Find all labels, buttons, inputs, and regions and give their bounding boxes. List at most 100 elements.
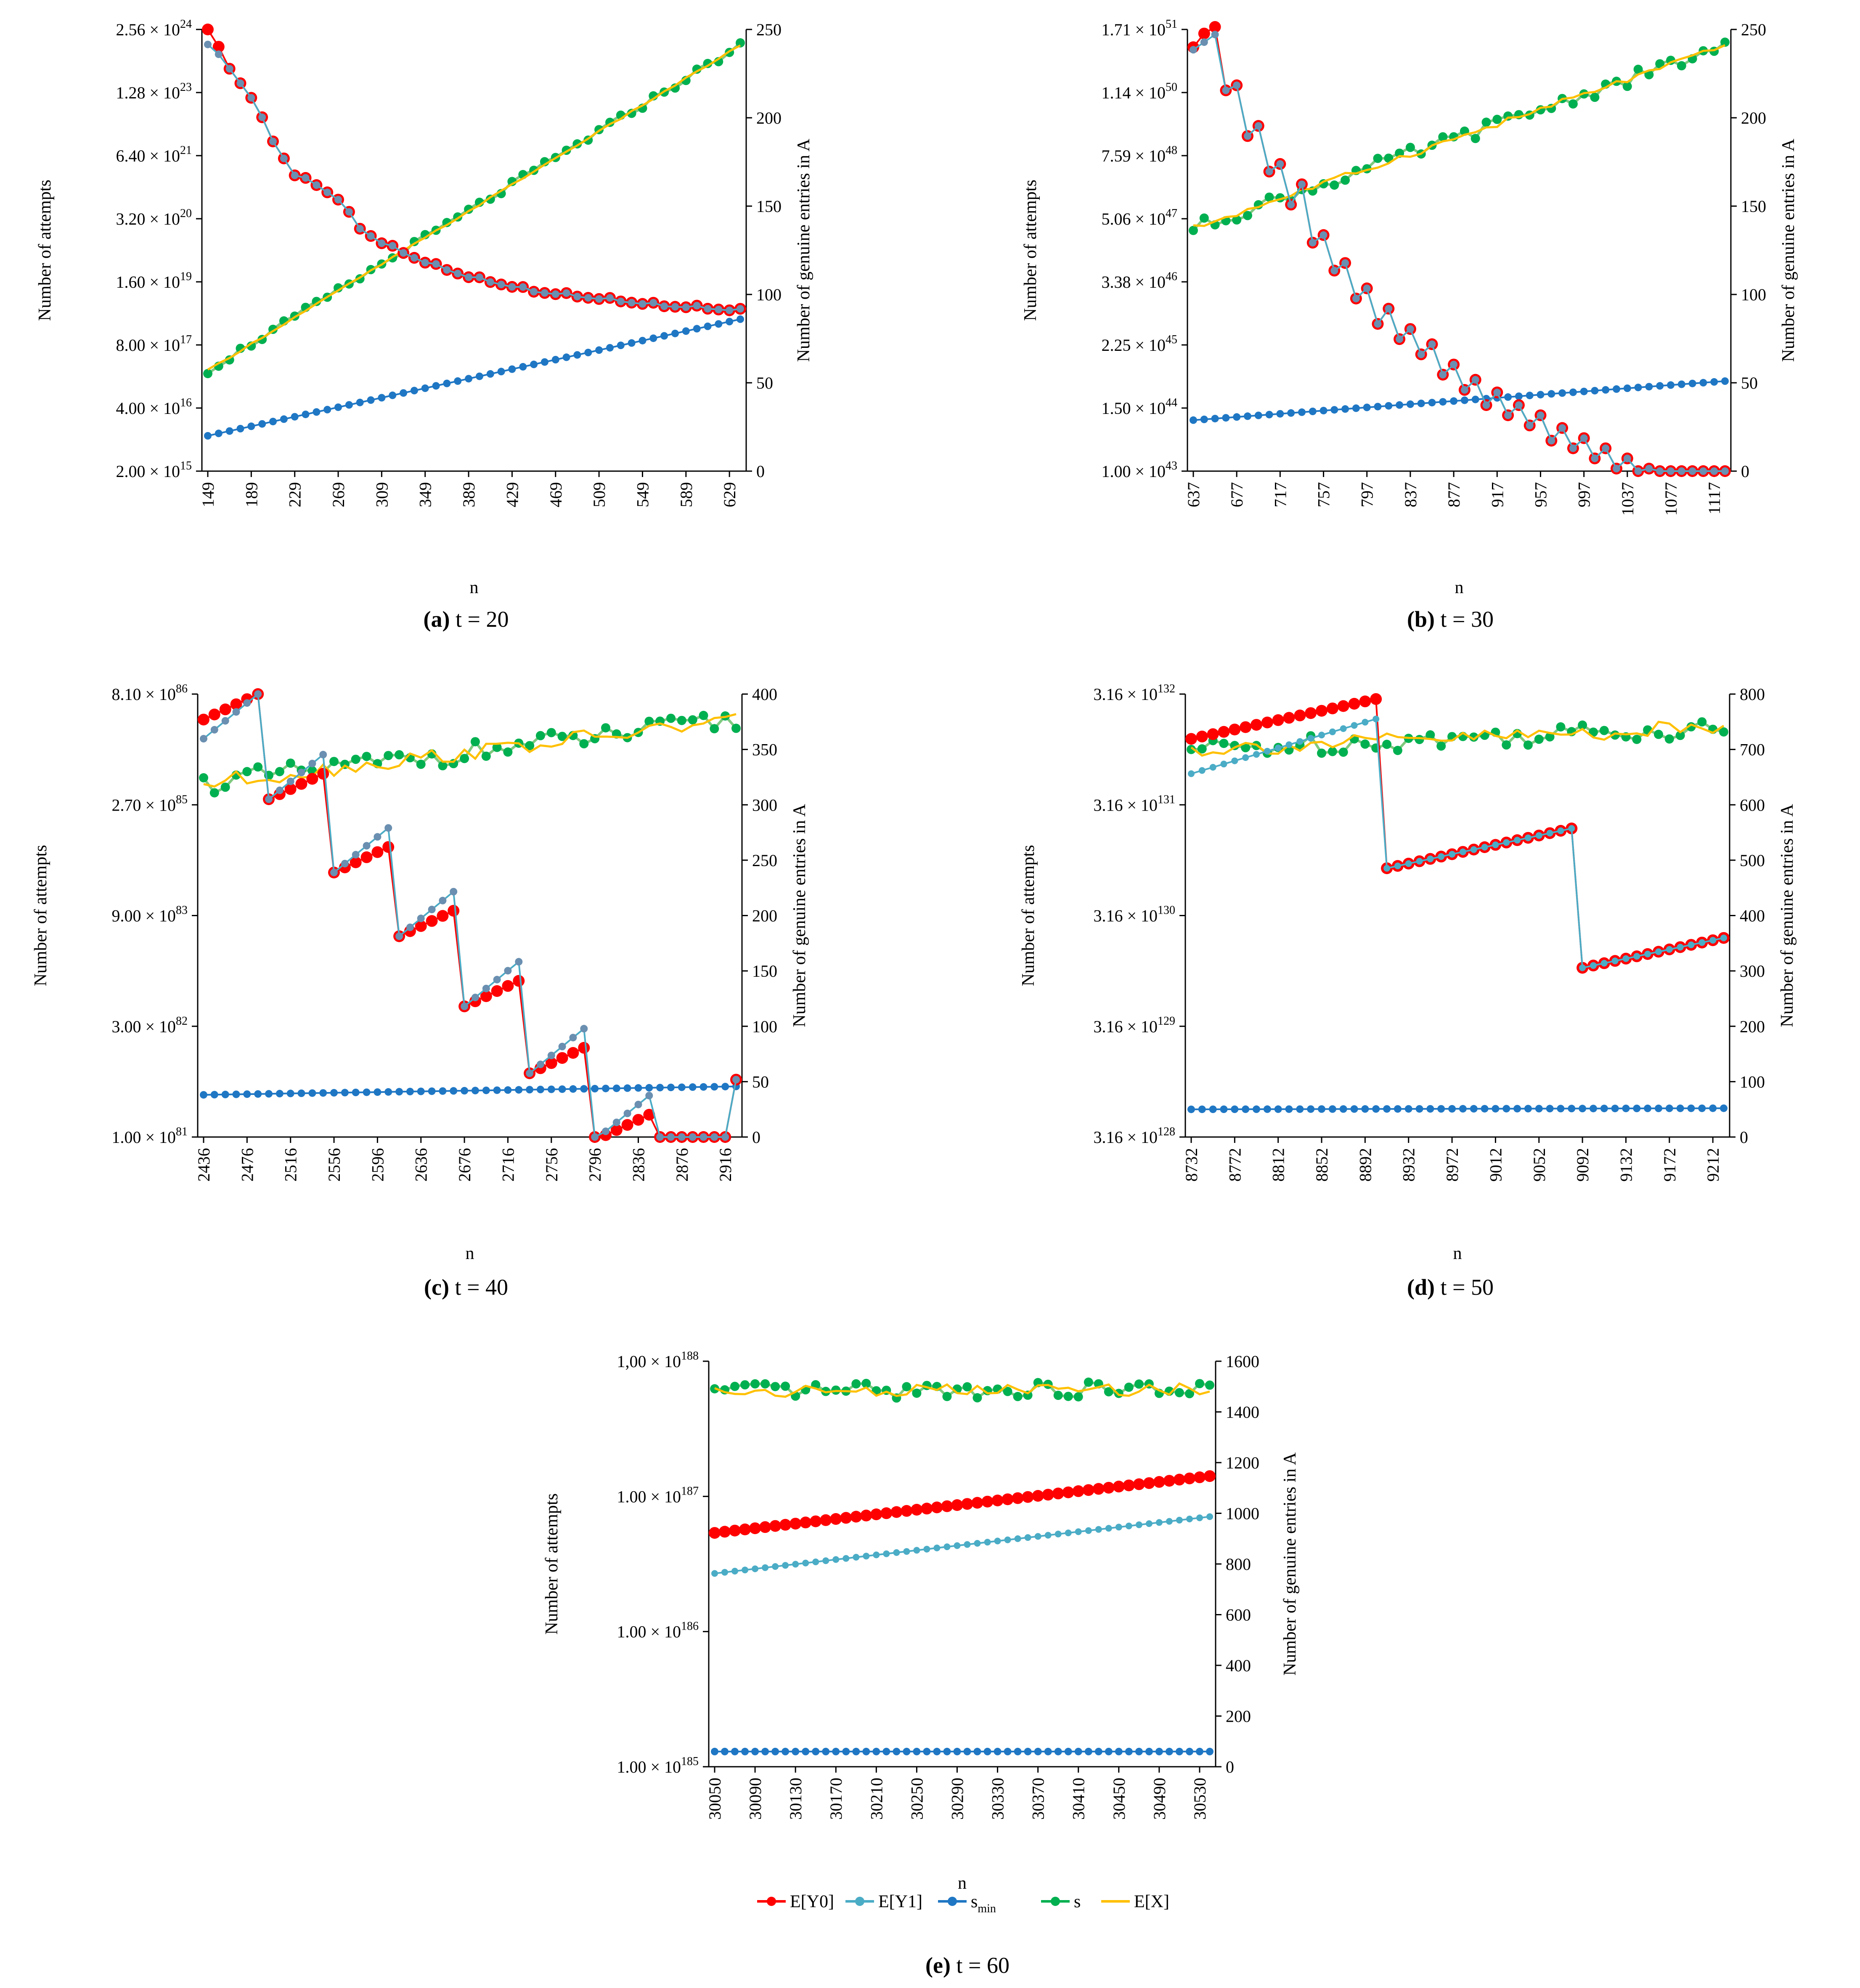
point-overlap bbox=[1233, 81, 1241, 89]
point-EY1 bbox=[1209, 764, 1216, 771]
point-smin bbox=[802, 1747, 810, 1755]
point-smin bbox=[933, 1747, 941, 1755]
point-EY1 bbox=[742, 1567, 749, 1574]
point-EY1 bbox=[1115, 1524, 1122, 1531]
point-overlap bbox=[1591, 454, 1599, 462]
point-smin bbox=[1233, 413, 1241, 421]
point-s bbox=[525, 741, 535, 750]
y-left-tick-label: 1.00 × 10185 bbox=[617, 1755, 699, 1776]
y-right-tick-label: 0 bbox=[1226, 1757, 1234, 1776]
point-overlap bbox=[406, 923, 414, 931]
point-s bbox=[851, 1379, 861, 1389]
point-overlap bbox=[660, 302, 668, 310]
y-right-tick-label: 150 bbox=[752, 962, 777, 981]
point-s bbox=[740, 1380, 750, 1390]
x-tick-label: 30170 bbox=[827, 1778, 845, 1820]
x-tick-label: 629 bbox=[720, 482, 739, 507]
y-right-axis-title: Number of genuine entries in A bbox=[1779, 138, 1798, 362]
point-smin bbox=[1426, 1105, 1434, 1113]
point-s bbox=[1655, 59, 1665, 69]
x-tick-label: 2796 bbox=[586, 1148, 604, 1182]
legend-label: E[X] bbox=[1134, 1892, 1169, 1911]
y-right-tick-label: 100 bbox=[756, 285, 782, 304]
point-overlap bbox=[1428, 340, 1436, 348]
x-tick-label: 189 bbox=[242, 482, 261, 507]
point-EY0 bbox=[759, 1521, 771, 1533]
point-overlap bbox=[591, 1133, 599, 1141]
point-EY1 bbox=[792, 1561, 799, 1568]
point-overlap bbox=[1385, 305, 1393, 313]
x-tick-label: 549 bbox=[633, 482, 652, 507]
point-EY1 bbox=[954, 1542, 961, 1549]
point-overlap bbox=[1222, 86, 1230, 94]
point-EY1 bbox=[1166, 1518, 1173, 1525]
point-overlap bbox=[497, 281, 505, 289]
point-overlap bbox=[682, 303, 690, 311]
point-EY0 bbox=[941, 1500, 953, 1512]
point-smin bbox=[334, 403, 342, 411]
point-smin bbox=[963, 1747, 971, 1755]
point-EY0 bbox=[1337, 700, 1349, 712]
point-EY1 bbox=[903, 1548, 910, 1555]
point-s bbox=[1341, 175, 1350, 185]
point-overlap bbox=[1558, 424, 1566, 432]
point-EY1 bbox=[1546, 830, 1553, 837]
point-s bbox=[1481, 117, 1491, 127]
point-smin bbox=[519, 363, 527, 371]
point-smin bbox=[1254, 411, 1262, 419]
point-smin bbox=[443, 379, 451, 387]
point-EY0 bbox=[317, 768, 329, 780]
point-smin bbox=[1135, 1747, 1143, 1755]
point-overlap bbox=[536, 1060, 544, 1068]
point-s bbox=[902, 1382, 911, 1392]
point-smin bbox=[1265, 411, 1273, 419]
x-tick-label: 30370 bbox=[1029, 1778, 1048, 1820]
point-overlap bbox=[341, 860, 349, 867]
point-overlap bbox=[378, 239, 386, 247]
point-smin bbox=[465, 375, 473, 383]
point-overlap bbox=[439, 896, 447, 904]
point-smin bbox=[595, 346, 603, 354]
x-tick-label: 9012 bbox=[1486, 1148, 1505, 1182]
point-overlap bbox=[258, 113, 266, 121]
series-smin bbox=[711, 1747, 1214, 1755]
point-EY0 bbox=[621, 1119, 633, 1131]
point-s bbox=[1199, 213, 1209, 223]
point-EY0 bbox=[860, 1509, 872, 1521]
point-smin bbox=[1222, 414, 1230, 422]
point-EY0 bbox=[931, 1501, 943, 1514]
point-s bbox=[557, 732, 567, 741]
point-EY1 bbox=[984, 1539, 991, 1546]
point-smin bbox=[656, 1084, 664, 1092]
point-smin bbox=[1285, 1105, 1293, 1113]
point-smin bbox=[573, 351, 581, 359]
point-s bbox=[199, 773, 208, 782]
point-smin bbox=[215, 429, 223, 437]
y-left-tick-label: 9.00 × 1083 bbox=[111, 904, 188, 925]
point-smin bbox=[1196, 1747, 1203, 1755]
point-EY1 bbox=[1004, 1536, 1011, 1543]
point-overlap bbox=[1613, 465, 1620, 472]
point-s bbox=[1003, 1386, 1012, 1396]
point-overlap bbox=[541, 289, 548, 297]
point-smin bbox=[1352, 404, 1360, 412]
point-overlap bbox=[1634, 467, 1642, 475]
point-overlap bbox=[602, 1127, 609, 1135]
point-s bbox=[1195, 1379, 1204, 1389]
x-tick-label: 8892 bbox=[1356, 1148, 1375, 1182]
point-s bbox=[1317, 748, 1326, 758]
x-tick-label: 797 bbox=[1358, 482, 1377, 507]
point-s bbox=[750, 1379, 760, 1389]
point-overlap bbox=[656, 1133, 664, 1141]
point-EY0 bbox=[360, 851, 373, 863]
y-right-tick-label: 400 bbox=[752, 685, 777, 704]
point-smin bbox=[792, 1747, 800, 1755]
point-EY1 bbox=[1095, 1526, 1102, 1533]
point-smin bbox=[1394, 1105, 1402, 1113]
point-overlap bbox=[667, 1133, 675, 1141]
point-smin bbox=[1448, 1105, 1456, 1113]
point-EY1 bbox=[1176, 1516, 1183, 1524]
chart-panel-e: 1.00 × 10185 1.00 × 10186 1.00 × 10187 1,00… bbox=[542, 1349, 1300, 1978]
point-smin bbox=[439, 1087, 447, 1095]
point-overlap bbox=[1688, 467, 1696, 475]
